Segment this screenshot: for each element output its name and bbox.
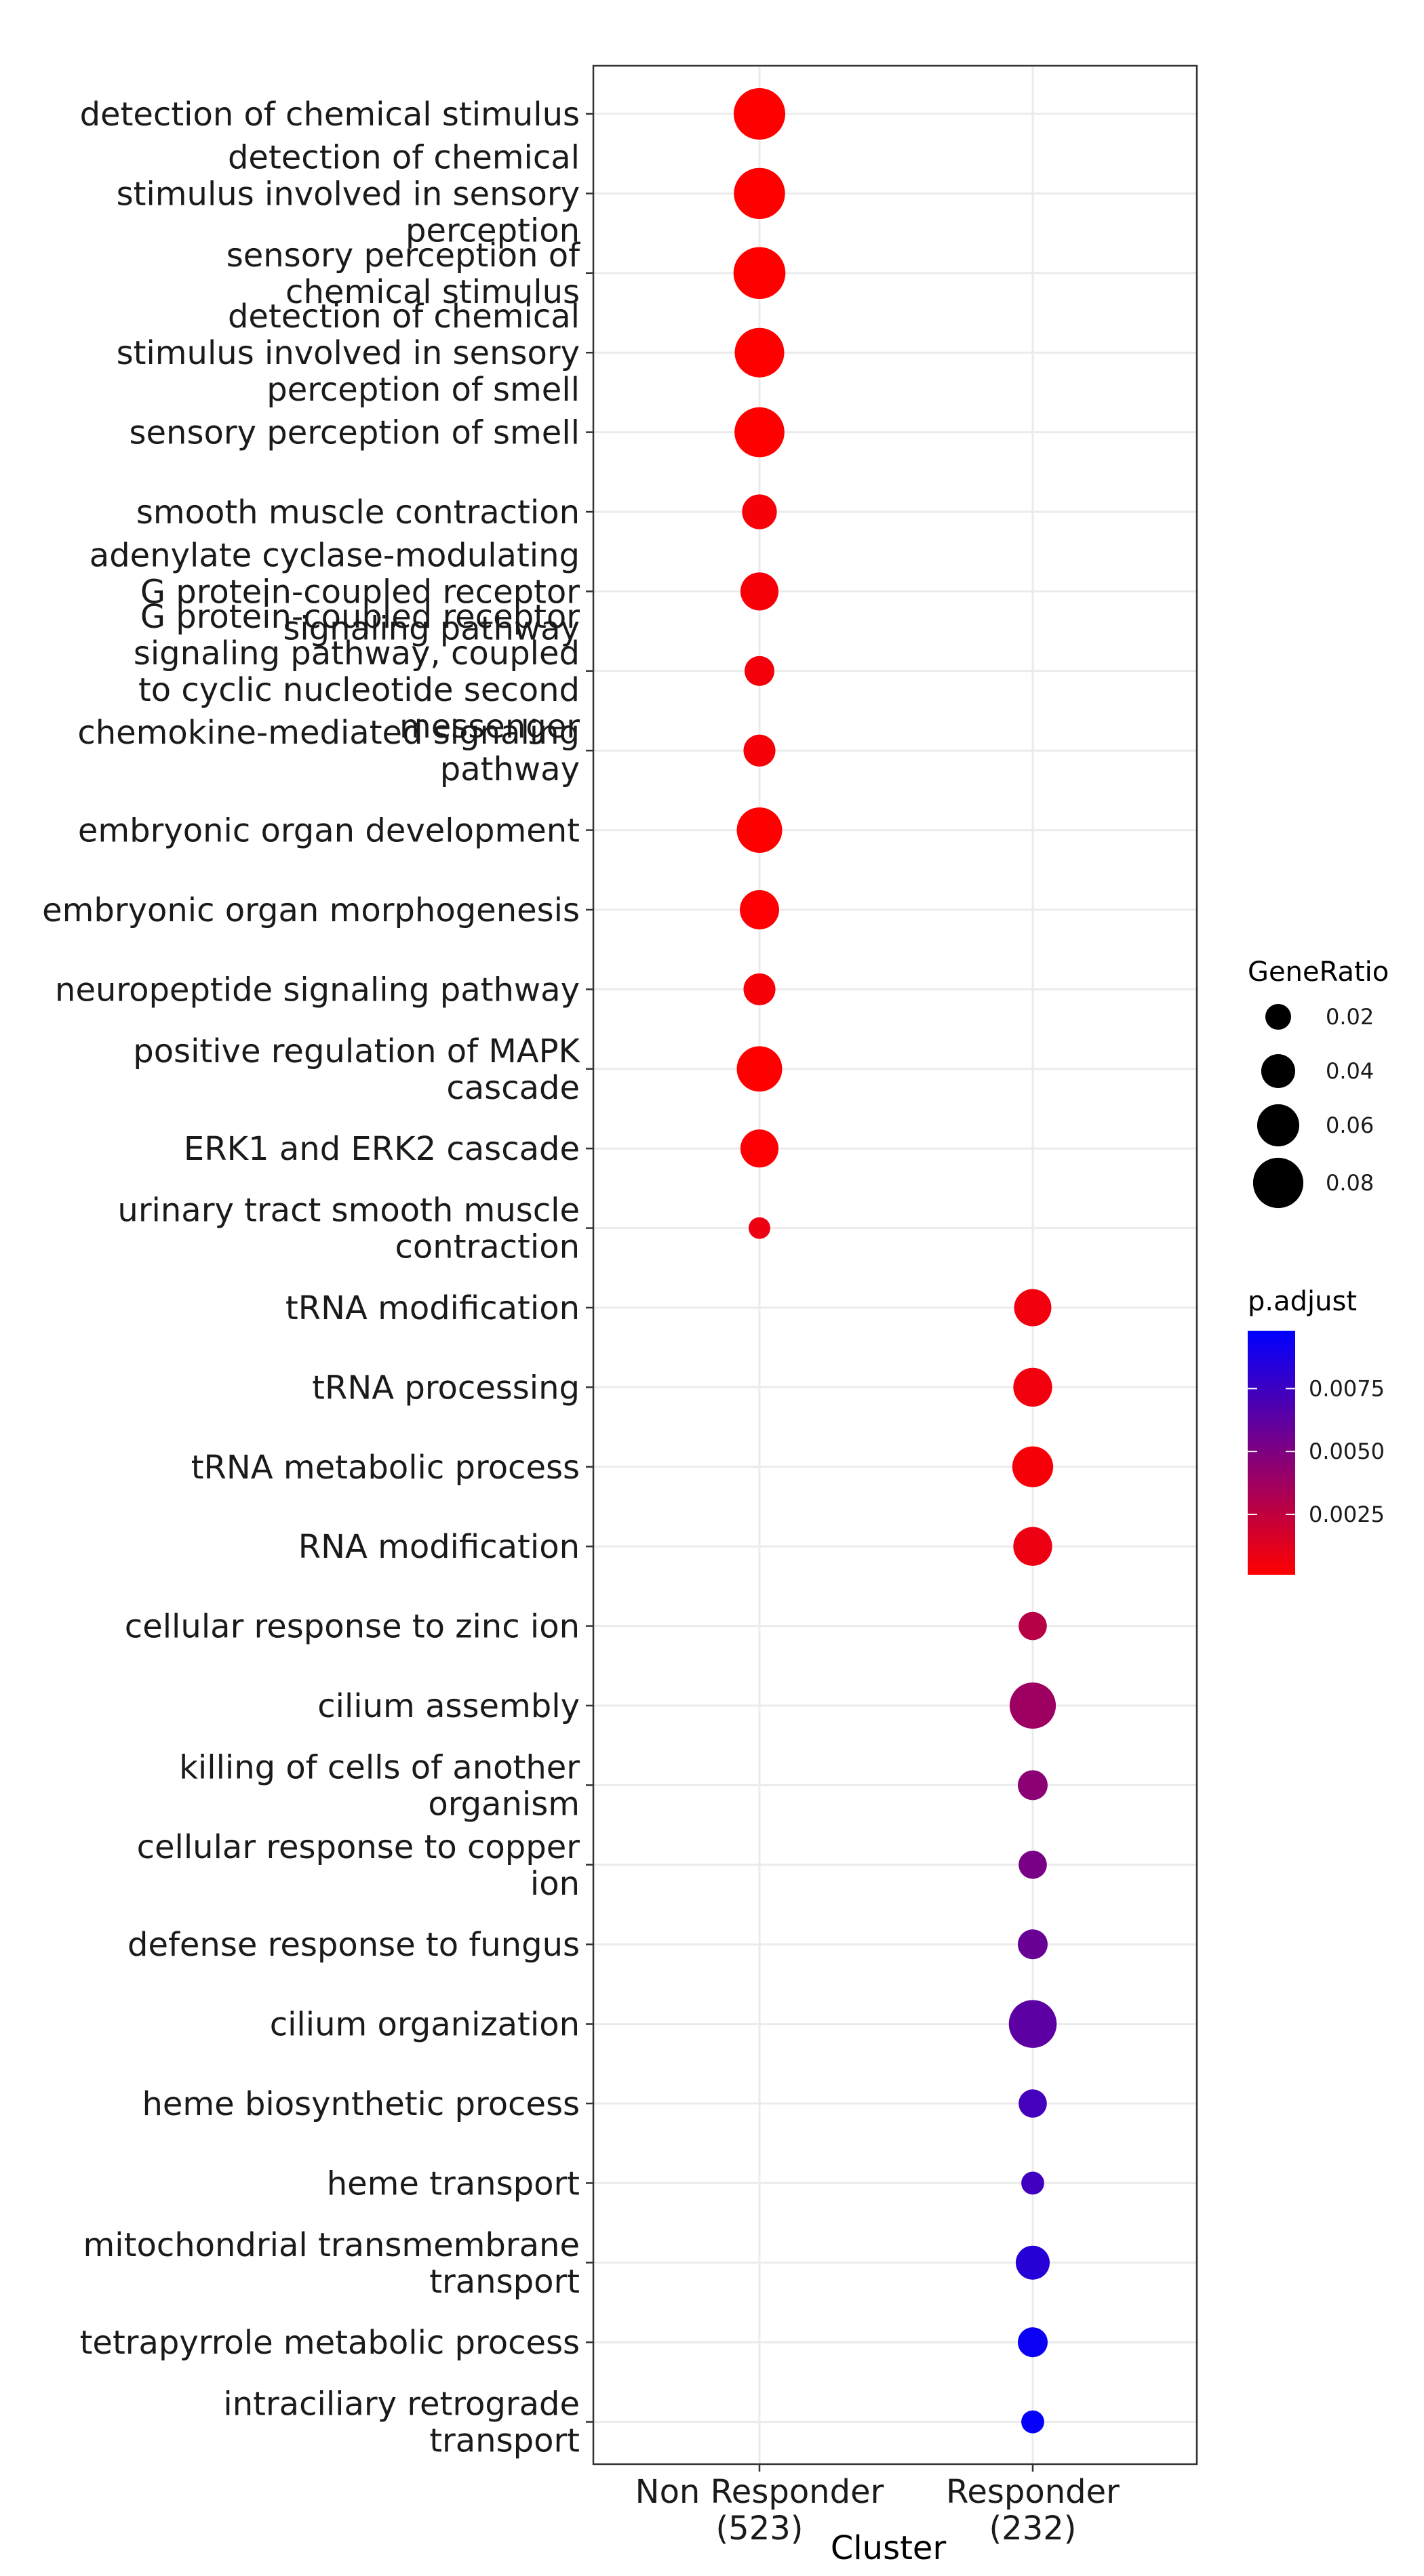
data-point [734, 407, 785, 458]
p-adjust-legend-title: p.adjust [1248, 1286, 1357, 1317]
plot-panel [592, 64, 1198, 2466]
x-axis-title: Cluster [831, 2529, 947, 2567]
y-tick-label: detection of chemical stimulus involved i… [117, 298, 580, 409]
y-tick-label: intraciliary retrograde transport [223, 2386, 580, 2460]
y-tick-label: cilium assembly [317, 1687, 580, 1725]
y-tick-label: RNA modification [298, 1528, 580, 1566]
y-tick-label: tRNA metabolic process [191, 1449, 580, 1487]
data-point [740, 890, 779, 929]
panel-border [592, 64, 1198, 2466]
p-adjust-legend: p.adjust 0.0025 0.0050 0.0075 [1248, 1286, 1385, 1575]
p-adjust-legend-label: 0.0025 [1309, 1502, 1385, 1527]
data-point [1021, 2410, 1044, 2434]
data-point [740, 1129, 779, 1168]
generatio-legend-title: GeneRatio [1248, 957, 1389, 988]
data-point [749, 1217, 770, 1239]
data-point [1013, 1367, 1052, 1407]
y-tick-label: tRNA processing [312, 1369, 580, 1407]
data-point [1021, 2171, 1044, 2195]
data-point [1012, 1446, 1054, 1487]
y-tick-label: ERK1 and ERK2 cascade [184, 1130, 580, 1168]
data-point [736, 1046, 783, 1092]
data-point [1014, 1289, 1052, 1327]
data-point [734, 327, 785, 378]
y-tick-label: mitochondrial transmembrane transport [83, 2226, 580, 2301]
data-point [736, 807, 783, 853]
generatio-legend-label: 0.02 [1326, 1004, 1374, 1030]
y-tick-label: killing of cells of another organism [179, 1748, 580, 1823]
y-tick-label: heme transport [327, 2165, 580, 2202]
data-point [743, 973, 776, 1005]
p-adjust-colorbar [1248, 1331, 1295, 1575]
data-point [1015, 2245, 1050, 2280]
generatio-legend-key [1265, 1003, 1292, 1030]
data-point [1017, 2327, 1048, 2358]
generatio-legend: GeneRatio 0.02 0.04 0.06 0.08 [1248, 957, 1389, 1209]
y-tick-label: sensory perception of smell [130, 414, 580, 452]
y-tick-label: detection of chemical stimulus involved i… [117, 138, 580, 249]
y-tick-label: neuropeptide signaling pathway [55, 971, 580, 1009]
y-tick-label: tRNA modification [285, 1289, 580, 1327]
y-axis-labels: detection of chemical stimulus detection … [42, 96, 593, 2460]
data-point [1018, 1611, 1047, 1641]
data-point [1018, 2089, 1047, 2118]
data-point [1018, 1850, 1047, 1879]
y-tick-label: sensory perception of chemical stimulus [226, 237, 580, 311]
generatio-legend-label: 0.04 [1326, 1058, 1374, 1084]
data-point [1013, 1527, 1052, 1566]
y-tick-label: cilium organization [270, 2006, 580, 2044]
y-tick-label: urinary tract smooth muscle contraction [117, 1192, 580, 1266]
p-adjust-legend-label: 0.0075 [1309, 1375, 1385, 1401]
y-tick-label: detection of chemical stimulus [80, 96, 580, 134]
data-point [744, 656, 775, 686]
y-tick-label: cellular response to copper ion [137, 1828, 580, 1903]
data-point [734, 88, 785, 140]
data-point [734, 167, 785, 220]
y-tick-label: heme biosynthetic process [142, 2085, 580, 2123]
x-axis-labels: Non Responder (523) Responder (232) [635, 2464, 1120, 2548]
data-point [1017, 1770, 1048, 1800]
y-tick-label: G protein-coupled receptor signaling path… [134, 598, 580, 746]
data-point [1008, 2000, 1057, 2048]
data-point [1017, 1929, 1048, 1960]
y-tick-label: embryonic organ development [78, 812, 580, 850]
y-tick-label: smooth muscle contraction [136, 494, 580, 531]
y-tick-label: adenylate cyclase-modulating G protein-co… [90, 536, 580, 647]
data-point [743, 734, 776, 767]
generatio-legend-label: 0.06 [1326, 1112, 1374, 1138]
generatio-legend-key [1257, 1104, 1300, 1147]
data-point [1009, 1682, 1056, 1729]
data-point [733, 247, 786, 300]
panel-background [593, 66, 1197, 2464]
y-tick-label: defense response to fungus [127, 1926, 580, 1964]
y-tick-label: positive regulation of MAPK cascade [133, 1032, 580, 1107]
x-tick-label: Responder (232) [946, 2473, 1120, 2548]
y-tick-label: chemokine-mediated signaling pathway [77, 714, 580, 788]
y-tick-label: embryonic organ morphogenesis [42, 891, 580, 929]
data-point [740, 572, 779, 611]
y-tick-label: tetrapyrrole metabolic process [80, 2324, 580, 2362]
x-tick-label: Non Responder (523) [635, 2473, 884, 2548]
generatio-legend-label: 0.08 [1326, 1170, 1374, 1196]
data-point [742, 494, 777, 529]
generatio-legend-key [1261, 1053, 1296, 1089]
generatio-legend-key [1252, 1157, 1304, 1209]
y-tick-label: cellular response to zinc ion [125, 1608, 580, 1646]
p-adjust-legend-label: 0.0050 [1309, 1438, 1385, 1464]
